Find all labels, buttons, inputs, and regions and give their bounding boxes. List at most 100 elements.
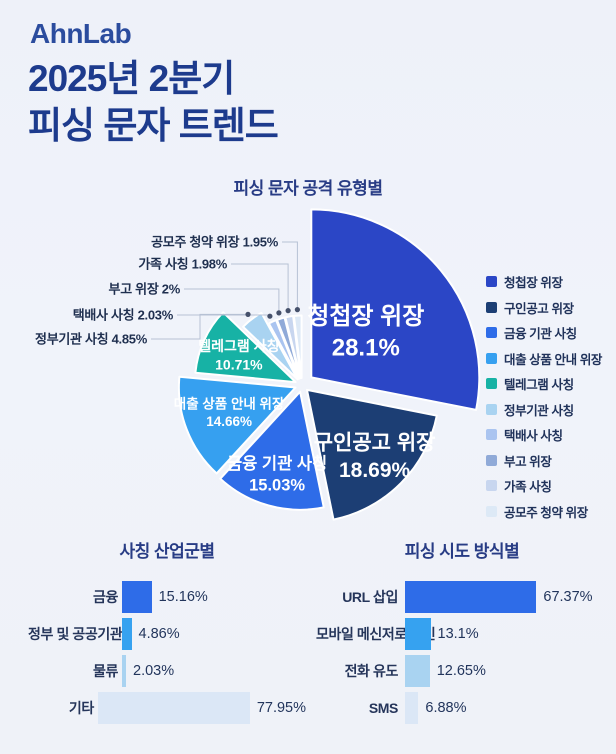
bar-row-0: URL 삽입 67.37% (316, 581, 608, 613)
callout-dot (276, 310, 282, 316)
bar-value-label: 12.65% (436, 663, 486, 679)
bar-category-label: 전화 유도 (344, 663, 399, 679)
legend-swatch (486, 429, 497, 440)
bar-category-label: URL 삽입 (342, 589, 398, 605)
bar-category-label: 금융 (93, 589, 118, 605)
callout-dot (245, 311, 251, 317)
legend-item-8: 가족 사칭 (486, 476, 602, 495)
bar-fill (122, 581, 152, 613)
bar-value-label: 15.16% (158, 589, 208, 605)
ahnlab-logo: AhnLab (30, 18, 132, 49)
legend-item-3: 대출 상품 안내 위장 (486, 349, 602, 368)
legend-swatch (486, 505, 497, 517)
legend-swatch (486, 480, 497, 491)
pie-slice-5 (242, 311, 299, 381)
pie-slice-9 (292, 314, 303, 379)
bar-value-label: 6.88% (425, 700, 467, 716)
bar-row-1: 모바일 메신저로 유인 13.1% (316, 618, 608, 650)
pie-slice-label: 청첩장 위장 (307, 303, 424, 330)
legend-label: 정부기관 사칭 (504, 403, 574, 418)
callout-label: 가족 사칭 1.98% (138, 257, 227, 272)
legend-label: 금융 기관 사칭 (504, 327, 577, 341)
bar-value-label: 13.1% (437, 626, 479, 642)
pie-slice-label: 구인공고 위장 (314, 432, 436, 455)
legend-label: 텔레그램 사칭 (504, 378, 574, 392)
callout-dot (267, 313, 273, 319)
bar-chart-method-title: 피싱 시도 방식별 (404, 542, 520, 561)
bar-chart-industry-rows: 금융 15.16% 정부 및 공공기관 4.86% 물류 2.03% 기타 77.95% (28, 581, 306, 724)
pie-slice-0 (310, 208, 481, 411)
pie-slice-value: 18.69% (339, 459, 411, 482)
legend-swatch (486, 454, 497, 466)
bar-row-0: 금융 15.16% (28, 581, 306, 613)
legend-item-7: 부고 위장 (486, 451, 602, 470)
pie-slice-label: 텔레그램 사칭 (198, 338, 279, 354)
legend-label: 부고 위장 (504, 454, 552, 469)
pie-slice-value: 15.03% (249, 476, 305, 494)
legend-item-1: 구인공고 위장 (486, 298, 602, 317)
legend-label: 가족 사칭 (504, 480, 552, 494)
bar-fill (97, 692, 250, 724)
bar-value-label: 77.95% (256, 700, 306, 716)
pie-slice-value: 10.71% (215, 356, 263, 372)
bar-row-2: 물류 2.03% (28, 655, 306, 687)
bar-fill (122, 655, 126, 687)
legend-item-9: 공모주 청약 위장 (486, 502, 602, 521)
pie-slice-1 (306, 388, 438, 521)
callout-label: 택배사 사칭 2.03% (73, 308, 174, 323)
bar-row-1: 정부 및 공공기관 4.86% (28, 618, 306, 650)
legend-swatch (486, 327, 497, 338)
page-title-line1: 2025년 2분기 (28, 58, 235, 99)
pie-chart-title: 피싱 문자 공격 유형별 (233, 179, 383, 198)
legend-swatch (486, 352, 497, 364)
callout-dot (294, 307, 300, 313)
callout-line (184, 288, 280, 313)
bar-chart-industry: 사칭 산업군별 금융 15.16% 정부 및 공공기관 4.86% 물류 2.03% 기타 7… (28, 537, 306, 729)
bar-chart-method: 피싱 시도 방식별 URL 삽입 67.37% 모바일 메신저로 유인 13.1% 전화… (316, 537, 608, 729)
legend-label: 구인공고 위장 (504, 301, 574, 316)
pie-slice-2 (219, 390, 325, 511)
bar-value-label: 2.03% (133, 663, 175, 679)
bar-category-label: SMS (368, 700, 399, 716)
legend-label: 공모주 청약 위장 (504, 505, 588, 520)
bar-fill (405, 692, 419, 724)
bar-category-label: 정부 및 공공기관 (28, 626, 123, 642)
legend-swatch (486, 301, 497, 313)
pie-slice-value: 28.1% (332, 334, 400, 361)
pie-slice-4 (194, 311, 297, 384)
pie-slice-3 (177, 375, 297, 475)
callout-line (231, 263, 289, 311)
bar-row-3: SMS 6.88% (316, 692, 608, 724)
bar-category-label: 모바일 메신저로 유인 (316, 626, 436, 642)
page-title-line2: 피싱 문자 트렌드 (28, 104, 279, 146)
pie-slice-label: 대출 상품 안내 위장 (174, 395, 285, 411)
legend-label: 대출 상품 안내 위장 (504, 352, 603, 367)
bar-value-label: 67.37% (543, 589, 593, 605)
bar-category-label: 물류 (93, 663, 118, 679)
callout-dot (285, 308, 291, 314)
bar-category-label: 기타 (68, 700, 94, 716)
callout-label: 부고 위장 2% (109, 282, 181, 297)
legend-item-6: 택배사 사칭 (486, 425, 602, 444)
bar-fill (405, 655, 430, 687)
bar-value-label: 4.86% (138, 626, 180, 642)
bar-row-2: 전화 유도 12.65% (316, 655, 608, 687)
legend-item-0: 청첩장 위장 (486, 272, 602, 291)
legend-label: 청첩장 위장 (504, 276, 563, 290)
bar-fill (122, 618, 132, 650)
legend-swatch (486, 276, 497, 287)
callout-line (282, 241, 298, 310)
callout-line (151, 313, 248, 340)
bar-chart-industry-title: 사칭 산업군별 (119, 542, 215, 561)
pie-chart: 청첩장 위장 28.1% 구인공고 위장 18.69% 금융 기관 사칭 15.03% 대출… (35, 208, 481, 521)
pie-slice-label: 금융 기관 사칭 (227, 454, 327, 473)
legend-swatch (486, 403, 497, 415)
callout-label: 정부기관 사칭 4.85% (35, 332, 148, 347)
pie-slice-value: 14.66% (206, 414, 252, 429)
callout-label: 공모주 청약 위장 1.95% (151, 235, 279, 250)
bar-fill (405, 618, 431, 650)
legend-item-2: 금융 기관 사칭 (486, 323, 602, 342)
